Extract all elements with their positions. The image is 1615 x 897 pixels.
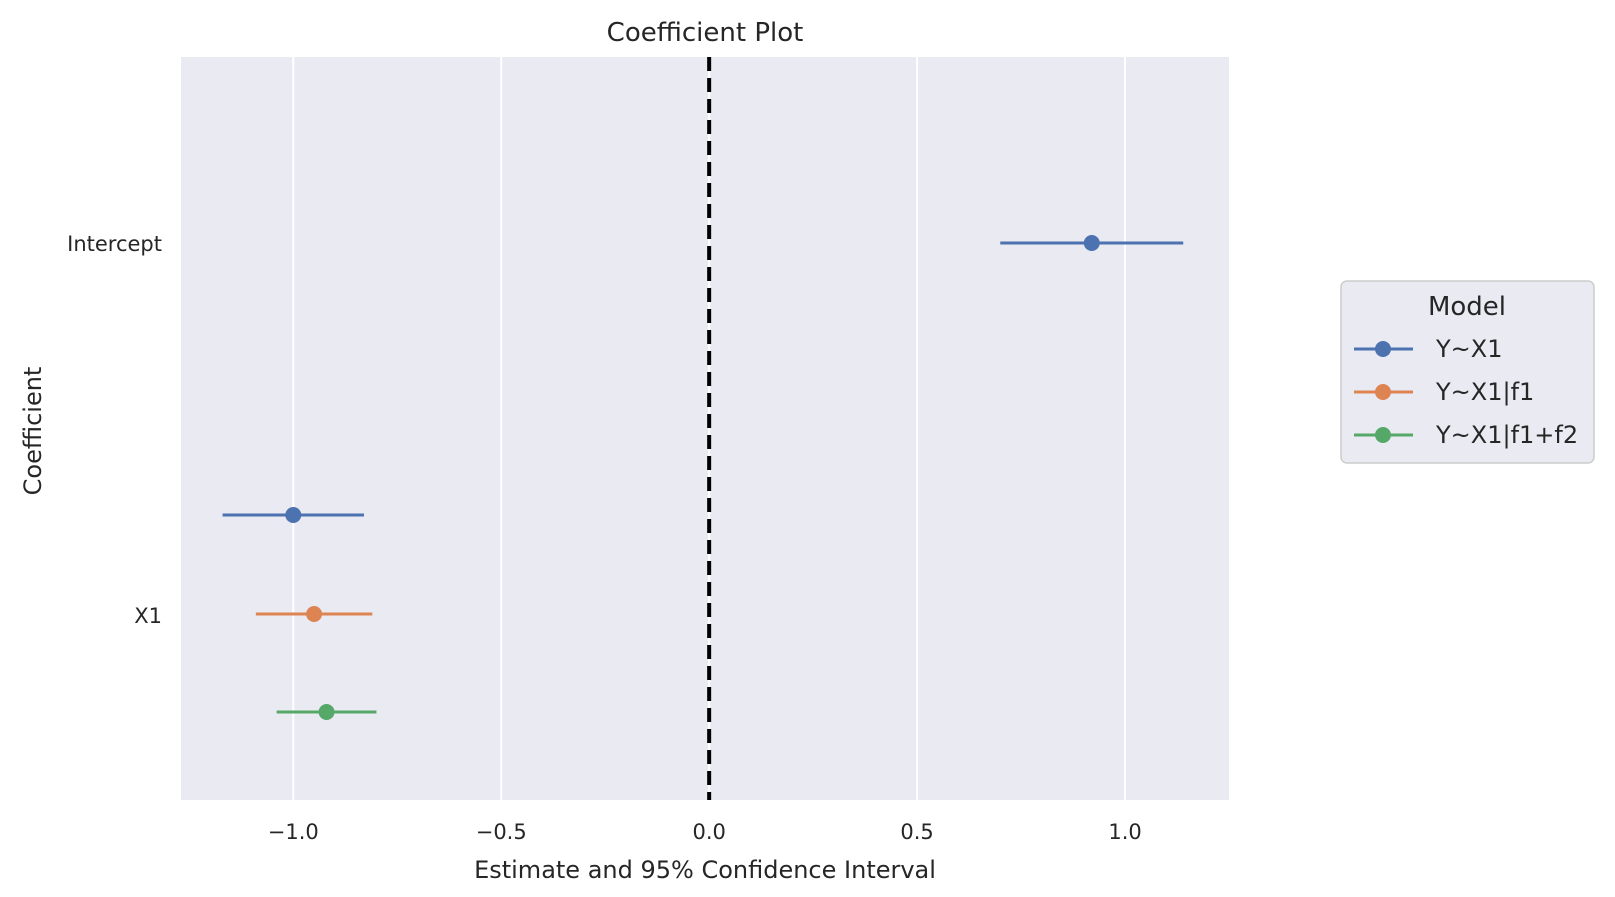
x-tick-label: 0.0	[692, 820, 725, 844]
estimate-point	[285, 507, 302, 523]
estimate-point	[306, 606, 323, 622]
legend-marker	[1375, 384, 1391, 400]
x-tick-label: 1.0	[1108, 820, 1141, 844]
x-tick-label: −1.0	[268, 820, 319, 844]
legend-marker	[1375, 341, 1391, 357]
y-tick-label: X1	[134, 604, 162, 628]
legend-label: Y~X1|f1	[1435, 378, 1534, 406]
plot-area	[181, 57, 1229, 800]
grid-lines	[292, 57, 1127, 800]
chart-title: Coefficient Plot	[607, 18, 804, 48]
x-tick-labels: −1.0 −0.5 0.0 0.5 1.0	[268, 820, 1142, 844]
legend-marker	[1375, 427, 1391, 443]
x-tick-label: 0.5	[900, 820, 933, 844]
x-axis-title: Estimate and 95% Confidence Interval	[474, 856, 936, 884]
legend-entries: Y~X1 Y~X1|f1 Y~X1|f1+f2	[1354, 335, 1578, 449]
y-tick-labels: Intercept X1	[67, 232, 162, 628]
legend-box	[1340, 280, 1595, 464]
y-tick-label: Intercept	[67, 232, 162, 256]
legend-label: Y~X1|f1+f2	[1435, 421, 1578, 449]
legend: Model Y~X1 Y~X1|f1 Y~X1|f1+f2	[1340, 280, 1595, 464]
y-axis-title: Coefficient	[19, 367, 47, 496]
x-tick-label: −0.5	[476, 820, 527, 844]
legend-title: Model	[1428, 292, 1506, 322]
legend-label: Y~X1	[1435, 335, 1502, 363]
estimate-point	[1083, 235, 1100, 251]
estimate-point	[318, 704, 335, 720]
coefficient-marks	[222, 235, 1184, 720]
